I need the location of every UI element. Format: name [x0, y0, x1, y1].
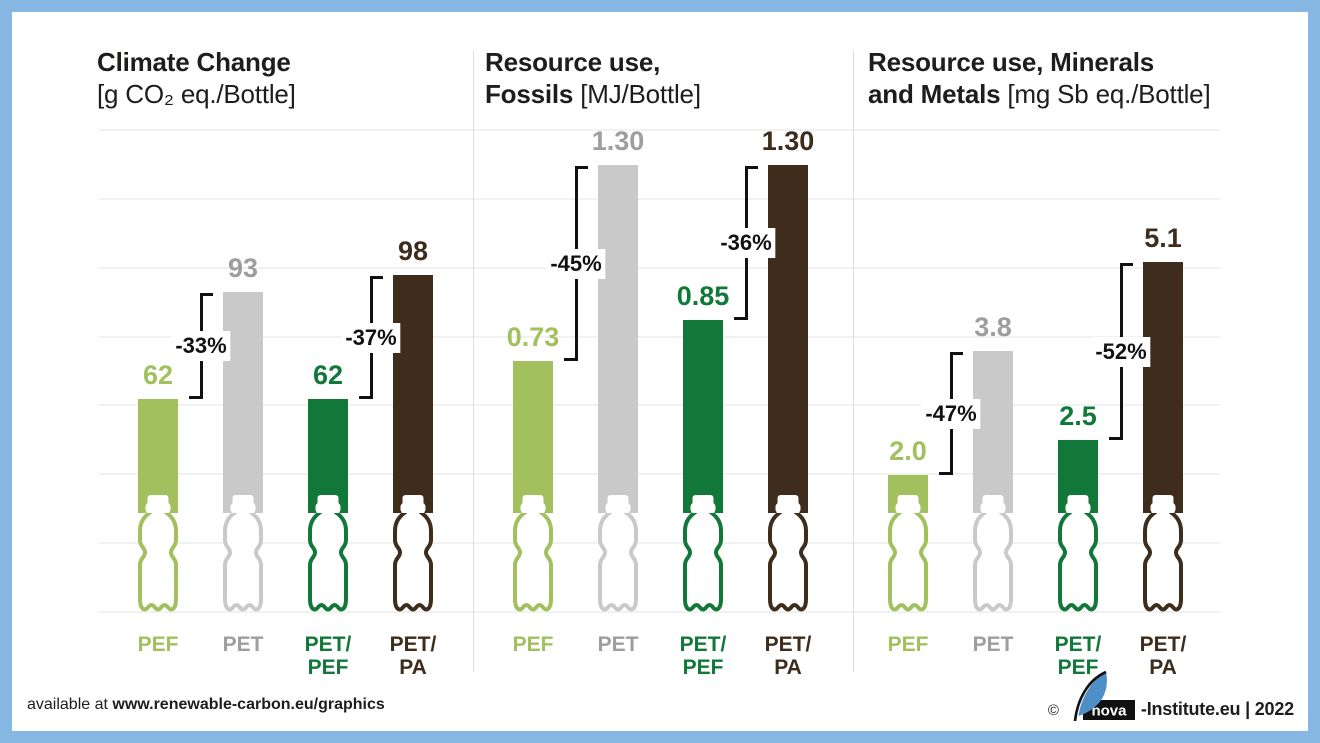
gridline [99, 404, 1220, 406]
reduction-bracket [1109, 437, 1121, 440]
value-label: 0.85 [676, 281, 730, 311]
panel-title-line1-bold: Resource use, Minerals [868, 47, 1155, 77]
panel-title-line2-regular: [g CO₂ eq./Bottle] [97, 79, 296, 109]
category-label-petpa: PET/ PA [1139, 633, 1187, 679]
category-label-pet: PET [972, 633, 1014, 656]
gridline [99, 129, 1220, 131]
panel-separator [853, 50, 854, 672]
logo-mast-curve [1073, 670, 1107, 722]
reduction-bracket [201, 293, 213, 296]
category-label-pef: PEF [512, 633, 554, 656]
reduction-bracket [951, 352, 963, 355]
gridline [99, 542, 1220, 544]
panel-title-line1-bold: Climate Change [97, 47, 291, 77]
bar-pet-panel1 [223, 292, 263, 612]
category-label-petpa: PET/ PA [389, 633, 437, 679]
logo-sail-icon [1078, 672, 1107, 716]
bar-pef-panel2 [513, 361, 553, 612]
value-label: 5.1 [1144, 223, 1182, 253]
category-label-petpef: PET/ PEF [1054, 633, 1102, 679]
panel-title-line2-bold: and Metals [868, 79, 1001, 109]
panel-title: Climate Change [g CO₂ eq./Bottle] [97, 46, 296, 110]
footer-credit: © nova -Institute.eu | 2022 [1048, 670, 1294, 722]
panel-title: Resource use, Fossils [MJ/Bottle] [485, 46, 701, 110]
reduction-label: -45% [546, 249, 606, 279]
reduction-label: -37% [341, 323, 401, 353]
bar-pet-panel3 [973, 351, 1013, 612]
copyright-symbol: © [1047, 702, 1059, 719]
reduction-label: -47% [921, 399, 981, 429]
gridline [99, 611, 1220, 613]
value-label: 62 [142, 360, 174, 390]
footer-source-text: available at www.renewable-carbon.eu/gra… [27, 696, 385, 714]
panel-title-line2-regular: [MJ/Bottle] [573, 79, 701, 109]
value-label: 1.30 [591, 126, 645, 156]
panel-separator [473, 50, 474, 672]
nova-institute-logo: nova [1073, 670, 1135, 722]
panel-title-line1-bold: Resource use, [485, 47, 661, 77]
reduction-label: -33% [171, 331, 231, 361]
category-label-pet: PET [222, 633, 264, 656]
category-label-petpef: PET/ PEF [304, 633, 352, 679]
gridline [99, 473, 1220, 475]
category-label-petpa: PET/ PA [764, 633, 812, 679]
bar-petpa-panel3 [1143, 262, 1183, 612]
bar-petpef-panel2 [683, 320, 723, 612]
reduction-bracket [1121, 263, 1133, 266]
category-label-petpef: PET/ PEF [679, 633, 727, 679]
gridline [99, 336, 1220, 338]
gridline [99, 198, 1220, 200]
panel-title-line2-regular: [mg Sb eq./Bottle] [1000, 79, 1211, 109]
gridline [99, 267, 1220, 269]
value-label: 3.8 [974, 312, 1012, 342]
panel-title-line2-bold: Fossils [485, 79, 574, 109]
panel-title: Resource use, Minerals and Metals [mg Sb … [868, 46, 1211, 110]
reduction-label: -52% [1091, 337, 1151, 367]
reduction-bracket [939, 472, 951, 475]
reduction-bracket [189, 396, 201, 399]
footer-source-url: www.renewable-carbon.eu/graphics [112, 696, 385, 713]
bar-petpa-panel1 [393, 275, 433, 612]
category-label-pef: PEF [887, 633, 929, 656]
reduction-bracket [746, 166, 758, 169]
value-label: 93 [227, 253, 259, 283]
bar-petpa-panel2 [768, 165, 808, 612]
value-label: 2.5 [1059, 401, 1097, 431]
bar-petpef-panel1 [308, 399, 348, 612]
bar-petpef-panel3 [1058, 440, 1098, 612]
footer-credit-text: -Institute.eu | 2022 [1140, 699, 1294, 719]
bar-pef-panel3 [888, 475, 928, 612]
reduction-bracket [734, 317, 746, 320]
value-label: 62 [312, 360, 344, 390]
value-label: 98 [397, 236, 429, 266]
value-label: 0.73 [506, 322, 560, 352]
reduction-bracket [576, 166, 588, 169]
logo-wordmark: nova [1091, 703, 1127, 720]
category-label-pef: PEF [137, 633, 179, 656]
reduction-label: -36% [716, 228, 776, 258]
bar-pef-panel1 [138, 399, 178, 612]
reduction-bracket [371, 276, 383, 279]
category-label-pet: PET [597, 633, 639, 656]
footer-source-prefix: available at [27, 696, 113, 713]
value-label: 1.30 [761, 126, 815, 156]
bar-pet-panel2 [598, 165, 638, 612]
reduction-bracket [359, 396, 371, 399]
chart-canvas [12, 12, 1308, 731]
value-label: 2.0 [889, 436, 927, 466]
reduction-bracket [564, 358, 576, 361]
